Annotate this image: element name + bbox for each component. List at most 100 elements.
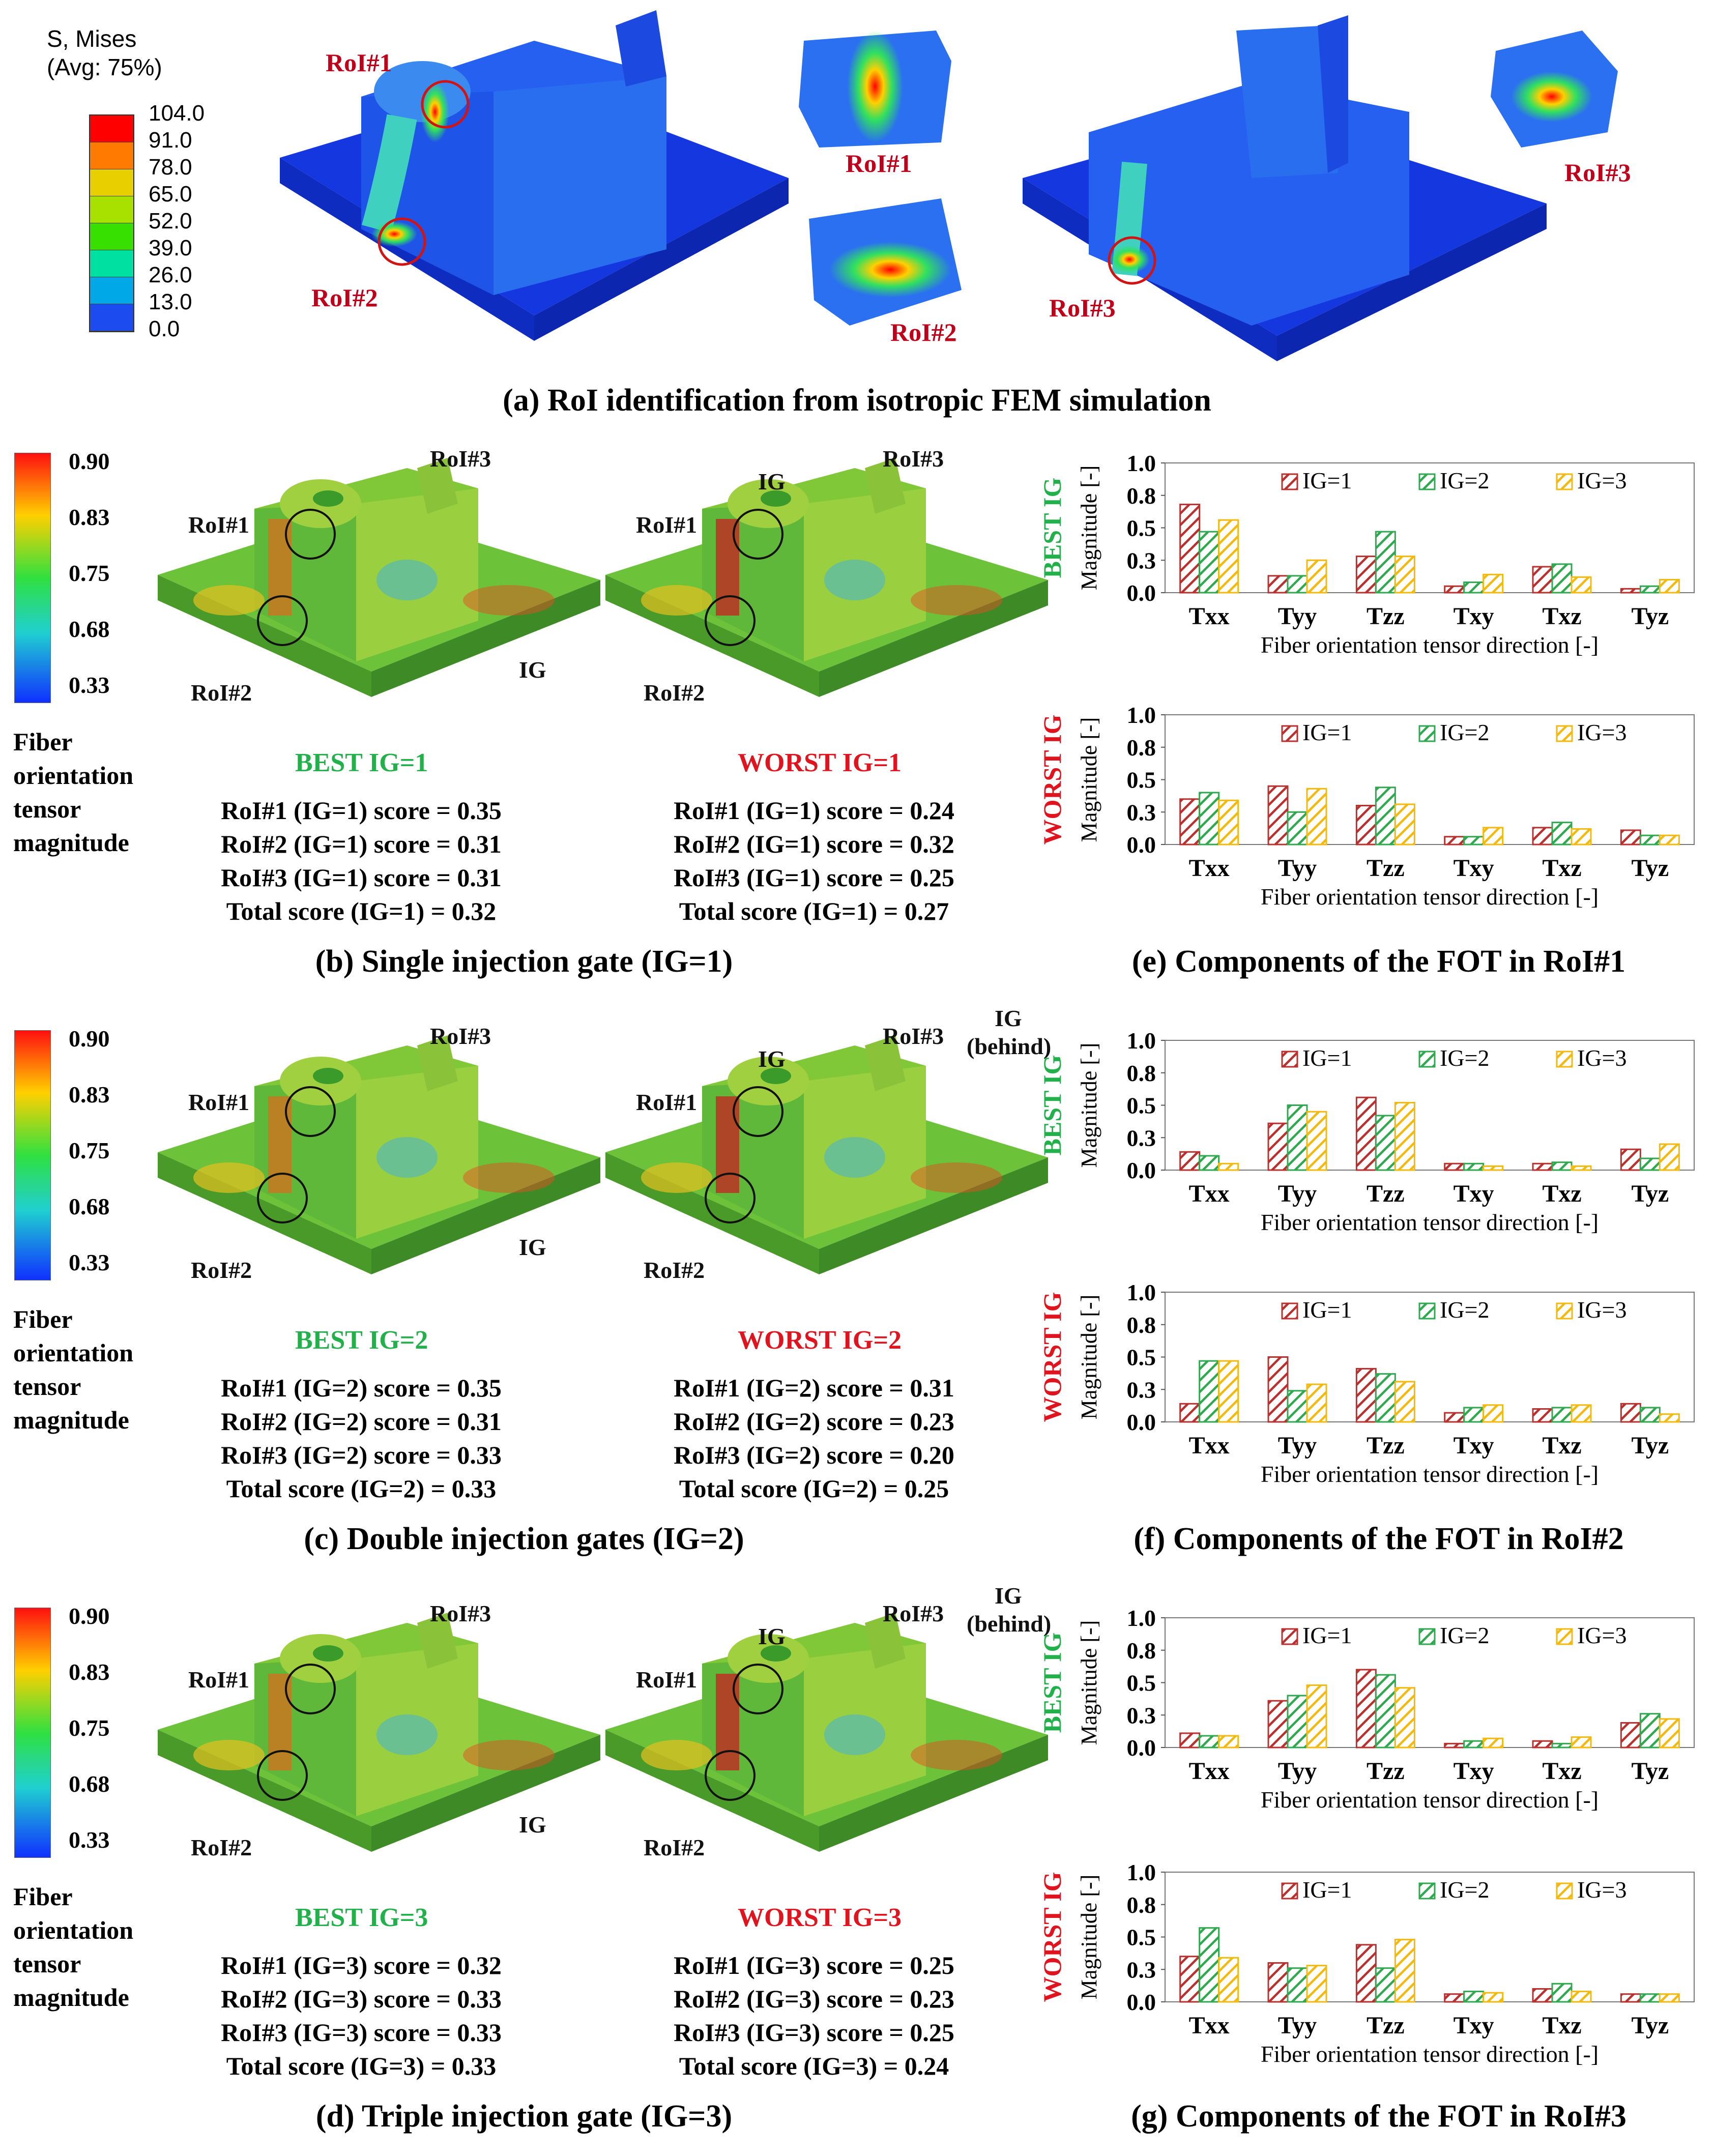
panel-caption: (b) Single injection gate (IG=1)	[315, 944, 733, 979]
fot-model-render	[605, 458, 1048, 697]
bar-Txy-IG=3	[1483, 1737, 1504, 1749]
colorbar-label-line: orientation	[13, 1916, 134, 1944]
score-line: RoI#1 (IG=2) score = 0.31	[674, 1374, 954, 1402]
worst-scores: RoI#1 (IG=1) score = 0.24 RoI#2 (IG=1) sc…	[656, 794, 972, 928]
best-scores: RoI#1 (IG=3) score = 0.32 RoI#2 (IG=3) sc…	[204, 1948, 519, 2083]
roi1-label: RoI#1	[636, 1089, 698, 1115]
bar-Txy-IG=1	[1444, 836, 1465, 846]
fot-colorbar	[14, 1608, 51, 1858]
bar-Tzz-IG=1	[1355, 1669, 1377, 1749]
x-axis-label: Fiber orientation tensor direction [-]	[1261, 2041, 1599, 2067]
x-tick-label: Tzz	[1367, 855, 1405, 882]
bar-Tyz-IG=3	[1659, 1718, 1680, 1749]
bar-Txz-IG=1	[1532, 1740, 1553, 1749]
bar-Tyz-IG=3	[1659, 1413, 1680, 1423]
bar-Txy-IG=1	[1444, 1993, 1465, 2003]
roi2-label: RoI#2	[644, 1834, 705, 1860]
x-tick-label: Txx	[1189, 1758, 1230, 1785]
bar-Txz-IG=1	[1532, 1162, 1553, 1171]
bar-Tzz-IG=3	[1394, 1687, 1415, 1749]
bar-Tzz-IG=2	[1375, 786, 1396, 846]
bar-Txx-IG=3	[1218, 1360, 1239, 1423]
score-line: Total score (IG=3) = 0.33	[226, 2052, 497, 2080]
legend-swatch	[1281, 1302, 1298, 1320]
roi3-label: RoI#3	[430, 1600, 491, 1626]
bar-Txz-IG=2	[1551, 1161, 1573, 1171]
bar-Tyz-IG=1	[1620, 1148, 1641, 1171]
bar-Txz-IG=1	[1532, 1408, 1553, 1423]
bar-Tyy-IG=3	[1306, 788, 1327, 846]
x-axis-label: Fiber orientation tensor direction [-]	[1261, 884, 1599, 910]
colorbar-tick: 0.90	[69, 1026, 110, 1052]
roi2-label: RoI#2	[191, 1834, 252, 1860]
bar-Tzz-IG=1	[1355, 1944, 1377, 2003]
colorbar-label: Fiber orientation tensor magnitude	[13, 725, 133, 859]
chart-side-title: WORST IG	[1038, 714, 1066, 844]
y-tick-label: 1.0	[1127, 1279, 1156, 1305]
legend-label: IG=2	[1440, 1622, 1489, 1648]
y-tick-label: 1.0	[1127, 1859, 1156, 1885]
legend-title-line2: (Avg: 75%)	[47, 54, 162, 80]
y-tick-label: 0.5	[1127, 767, 1156, 793]
fem2-roi3-label: RoI#3	[1049, 294, 1116, 322]
legend-swatch	[1418, 725, 1436, 742]
bar-Txx-IG=1	[1179, 798, 1201, 846]
legend-label: IG=2	[1440, 1045, 1489, 1071]
colorbar-tick: 0.75	[69, 1138, 110, 1163]
fem1-roi2-label: RoI#2	[311, 283, 378, 312]
legend-swatch	[1556, 1051, 1573, 1068]
stress-legend-value: 65.0	[149, 182, 192, 207]
bar-Tyy-IG=1	[1267, 575, 1289, 594]
roi1-label: RoI#1	[188, 1089, 250, 1115]
bar-Txy-IG=3	[1483, 1165, 1504, 1171]
x-tick-label: Txx	[1189, 1180, 1230, 1207]
bar-Tzz-IG=3	[1394, 803, 1415, 846]
x-tick-label: Txy	[1454, 2012, 1494, 2039]
fot-chart: 0.0 0.3 0.5 0.8 1.0 Magnitude [-] BEST IG IG=1 I…	[1038, 1605, 1695, 1813]
fot-model-render	[605, 1613, 1048, 1852]
x-tick-label: Txy	[1454, 1758, 1494, 1785]
roi3-label: RoI#3	[430, 1023, 491, 1049]
bar-Tzz-IG=2	[1375, 1373, 1396, 1423]
legend-label: IG=3	[1577, 468, 1626, 493]
y-tick-label: 0.0	[1127, 1989, 1156, 2015]
x-axis-label: Fiber orientation tensor direction [-]	[1261, 1461, 1599, 1487]
y-tick-label: 0.8	[1127, 1638, 1156, 1664]
y-tick-label: 0.3	[1127, 1125, 1156, 1151]
stress-legend-value: 0.0	[149, 316, 180, 341]
x-tick-label: Txx	[1189, 1432, 1230, 1459]
ig-behind-label: IG	[995, 1583, 1022, 1609]
best-scores: RoI#1 (IG=1) score = 0.35 RoI#2 (IG=1) sc…	[204, 794, 519, 928]
best-title: BEST IG=3	[295, 1903, 428, 1932]
chart-side-title: WORST IG	[1038, 1872, 1066, 2002]
roi2-label: RoI#2	[644, 1257, 705, 1283]
bar-Txx-IG=2	[1199, 1927, 1220, 2003]
legend-label: IG=3	[1577, 1297, 1626, 1323]
fot-chart: 0.0 0.3 0.5 0.8 1.0 Magnitude [-] WORST IG IG=1…	[1038, 1279, 1695, 1487]
y-tick-label: 0.3	[1127, 1702, 1156, 1728]
legend-swatch	[1418, 1628, 1436, 1645]
bar-Tyz-IG=3	[1659, 834, 1680, 846]
score-line: RoI#3 (IG=1) score = 0.25	[674, 863, 954, 892]
bar-Txx-IG=3	[1218, 1162, 1239, 1171]
x-tick-label: Txy	[1454, 855, 1494, 882]
colorbar-label-line: Fiber	[13, 1305, 73, 1333]
stress-legend-swatch	[90, 250, 133, 277]
colorbar-label: Fiber orientation tensor magnitude	[13, 1880, 133, 2014]
score-line: Total score (IG=3) = 0.24	[679, 2052, 949, 2080]
bar-Tyy-IG=2	[1287, 575, 1308, 594]
colorbar-tick: 0.33	[69, 1249, 110, 1275]
bar-Tyz-IG=2	[1639, 1713, 1661, 1749]
x-tick-label: Txz	[1542, 1432, 1581, 1459]
bar-Tyy-IG=3	[1306, 1111, 1327, 1171]
stress-legend-value: 26.0	[149, 263, 192, 287]
legend-label: IG=3	[1577, 1877, 1626, 1903]
fot-model-render	[158, 458, 600, 697]
bar-Tyz-IG=2	[1639, 834, 1661, 846]
stress-legend-swatch	[90, 115, 133, 142]
ig-behind-label: IG	[995, 1005, 1022, 1031]
bar-Tyy-IG=1	[1267, 1356, 1289, 1423]
colorbar-tick: 0.33	[69, 1827, 110, 1853]
colorbar-label-line: magnitude	[13, 828, 129, 857]
